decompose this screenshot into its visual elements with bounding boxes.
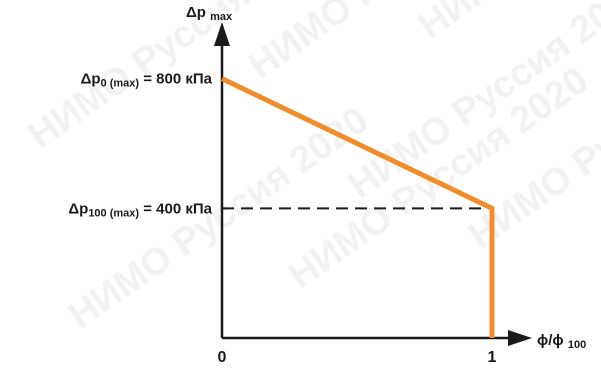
x-axis-label-main: ϕ/ϕ [537,332,564,349]
y-axis-label-main: Δp [186,4,206,21]
x-axis-label-sub: 100 [568,339,586,351]
y-axis-label: Δp max [186,4,233,23]
x-tick-label: 0 [218,349,227,366]
y-axis-label-sub: max [210,11,233,23]
y-annotation-main: Δp [68,200,88,217]
y-annotation-sub: 0 (max) [101,78,140,90]
y-axis-arrow-icon [214,22,230,46]
y-annotation-value: = 800 кПа [139,71,213,88]
x-axis-arrow-icon [508,330,532,346]
x-axis-label: ϕ/ϕ 100 [537,332,586,351]
labels: Δp max ϕ/ϕ 100 [186,4,586,351]
y-annotation-sub: 100 (max) [88,207,139,219]
axes [214,22,532,346]
y-annotation-label: Δp0 (max) = 800 кПа [81,71,213,90]
series-line [220,76,495,338]
series [220,76,495,338]
y-annotation-value: = 400 кПа [139,200,213,217]
y-annotation-label: Δp100 (max) = 400 кПа [68,200,212,219]
y-annotation-main: Δp [81,71,101,88]
x-tick-label: 1 [488,349,497,366]
